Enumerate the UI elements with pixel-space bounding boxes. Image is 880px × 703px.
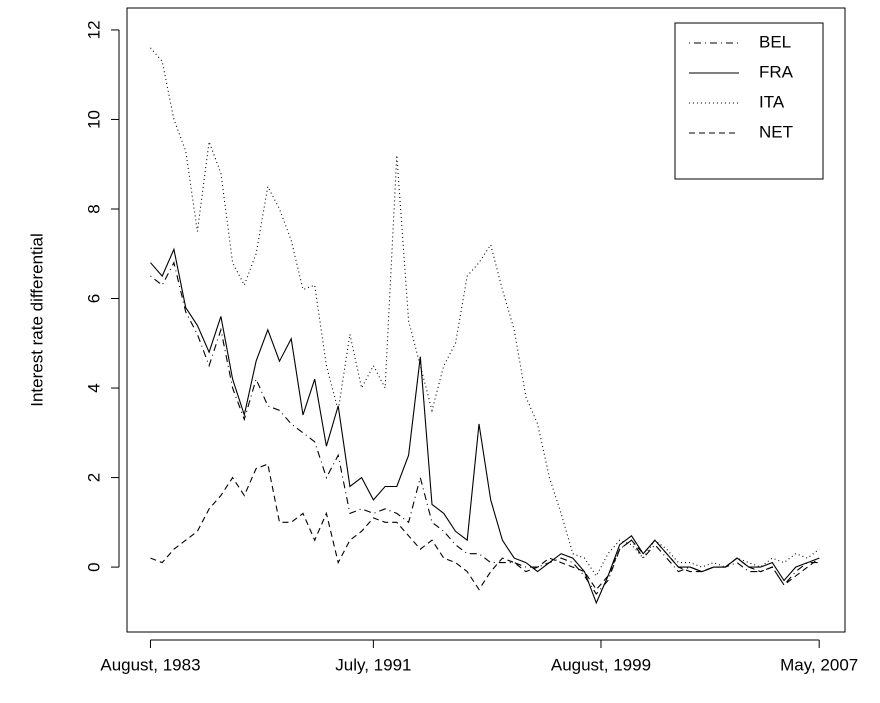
y-axis-label: Interest rate differential — [27, 233, 46, 407]
series-line — [150, 47, 820, 578]
y-tick-label: 2 — [84, 473, 103, 482]
series-line — [150, 261, 820, 595]
x-tick-label: July, 1991 — [335, 655, 411, 674]
legend-box — [674, 22, 824, 180]
legend-label: ITA — [759, 92, 785, 111]
x-tick-label: August, 1983 — [100, 655, 200, 674]
y-tick-label: 6 — [84, 294, 103, 303]
x-tick-label: May, 2007 — [780, 655, 858, 674]
y-tick-label: 4 — [84, 383, 103, 392]
y-tick-label: 10 — [84, 110, 103, 129]
legend-label: FRA — [759, 62, 794, 81]
series-line — [150, 247, 820, 605]
y-tick-label: 12 — [84, 20, 103, 39]
y-tick-label: 0 — [84, 562, 103, 571]
legend-label: NET — [759, 122, 793, 141]
x-tick-label: August, 1999 — [551, 655, 651, 674]
plot-frame — [126, 7, 846, 633]
legend-label: BEL — [759, 32, 791, 51]
y-tick-label: 8 — [84, 204, 103, 213]
series-line — [150, 463, 820, 591]
